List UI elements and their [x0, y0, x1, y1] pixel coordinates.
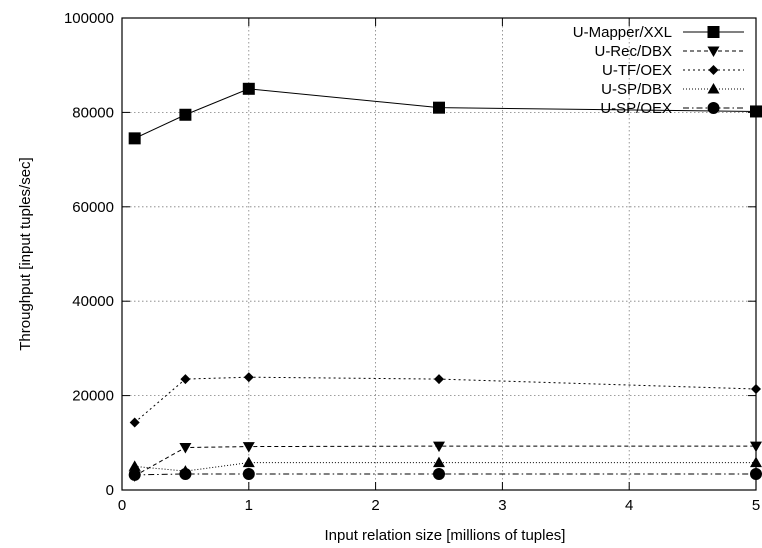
series-layer [128, 82, 762, 482]
x-tick-label: 2 [371, 497, 379, 514]
data-point [242, 442, 255, 453]
x-tick-label: 4 [625, 497, 633, 514]
data-point [129, 417, 140, 428]
plot-frame [121, 17, 757, 491]
series-u-sp-dbx [128, 456, 762, 476]
legend: U-Mapper/XXL U-Rec/DBX U-TF/OEX U-SP/DBX U-S… [573, 24, 744, 117]
data-point [242, 82, 255, 95]
data-point [179, 443, 192, 454]
y-tick-label: 0 [106, 482, 114, 499]
data-point [179, 108, 192, 121]
legend-entry: U-TF/OEX [602, 62, 744, 79]
legend-entry: U-SP/OEX [600, 100, 744, 117]
data-point [128, 468, 141, 481]
data-point [433, 456, 445, 468]
series-u-mapper-xxl [128, 82, 762, 145]
y-tick-label: 60000 [72, 199, 114, 216]
series-line [134, 445, 756, 477]
legend-label: U-Rec/DBX [594, 43, 672, 60]
x-tick-label: 0 [118, 497, 126, 514]
series-line [134, 462, 756, 472]
series-line [134, 473, 756, 476]
x-tick-label: 3 [498, 497, 506, 514]
data-point [433, 467, 445, 480]
legend-label: U-SP/DBX [601, 81, 672, 98]
y-tick-label: 80000 [72, 104, 114, 121]
legend-marker [708, 65, 719, 75]
legend-label: U-SP/OEX [600, 100, 672, 117]
legend-entry: U-SP/DBX [601, 81, 744, 98]
legend-marker [707, 46, 720, 57]
x-axis-title: Input relation size [millions of tuples] [325, 527, 566, 544]
data-point [243, 372, 254, 383]
data-point [242, 467, 255, 480]
legend-marker [707, 102, 720, 114]
data-point [242, 456, 255, 468]
legend-marker [707, 83, 720, 94]
legend-entry: U-Rec/DBX [594, 43, 744, 60]
data-point [180, 374, 191, 385]
legend-label: U-Mapper/XXL [573, 24, 672, 41]
legend-label: U-TF/OEX [602, 62, 672, 79]
data-point [433, 101, 445, 114]
data-point [128, 460, 141, 471]
x-tick-label: 5 [752, 497, 760, 514]
series-u-sp-oex [128, 467, 762, 481]
y-tick-label: 20000 [72, 388, 114, 405]
series-line [134, 376, 757, 423]
data-point [434, 374, 444, 385]
data-point [128, 132, 141, 145]
legend-entry: U-Mapper/XXL [573, 24, 744, 41]
y-tick-label: 40000 [72, 293, 114, 310]
series-u-tf-oex [129, 372, 761, 428]
data-point [179, 467, 192, 480]
legend-marker [707, 26, 720, 38]
x-tick-label: 1 [245, 497, 253, 514]
y-axis-title: Throughput [input tuples/sec] [17, 157, 34, 350]
series-u-rec-dbx [128, 441, 762, 482]
y-tick-label: 100000 [64, 10, 114, 27]
data-point [433, 441, 445, 453]
